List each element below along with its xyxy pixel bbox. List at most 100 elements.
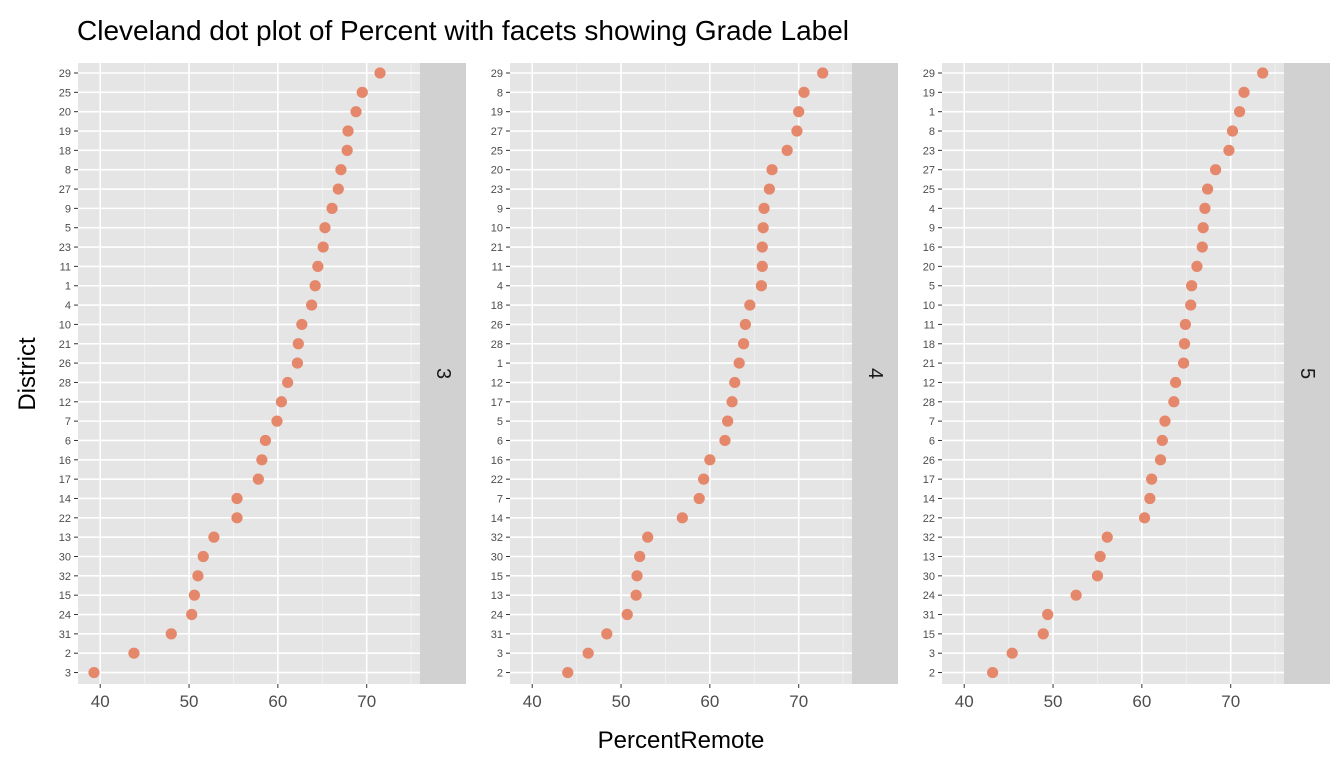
y-tick-label: 11 <box>924 319 935 331</box>
y-tick-label: 19 <box>923 87 935 99</box>
data-point <box>356 86 368 98</box>
data-point <box>582 647 594 659</box>
data-point <box>188 589 200 601</box>
y-tick-label: 24 <box>923 590 935 602</box>
data-point <box>693 492 705 505</box>
data-point <box>1196 241 1208 253</box>
data-point <box>621 608 633 621</box>
data-point <box>729 376 741 389</box>
data-point <box>756 260 768 272</box>
y-tick-label: 29 <box>59 68 71 80</box>
y-tick-label: 19 <box>491 107 503 119</box>
y-tick-label: 17 <box>923 474 935 486</box>
data-point <box>1185 299 1197 311</box>
data-point <box>739 318 752 331</box>
data-point <box>676 512 688 524</box>
y-tick-label: 26 <box>923 455 935 467</box>
facet-strip <box>1284 63 1330 684</box>
y-tick-label: 11 <box>492 261 503 273</box>
facet-strip-label: 3 <box>432 368 454 379</box>
data-point <box>704 454 716 466</box>
data-point <box>1191 260 1203 272</box>
data-point <box>291 357 304 369</box>
data-point <box>252 473 264 485</box>
y-tick-label: 27 <box>923 165 935 177</box>
facet-strip <box>420 63 466 684</box>
data-point <box>987 666 999 679</box>
data-point <box>798 86 810 98</box>
y-tick-label: 18 <box>59 145 71 157</box>
y-tick-label: 15 <box>491 571 503 583</box>
data-point <box>793 106 805 118</box>
y-tick-label: 30 <box>923 571 935 583</box>
data-point <box>186 608 198 621</box>
data-point <box>1178 357 1190 369</box>
x-tick-label: 60 <box>1132 692 1151 711</box>
y-tick-label: 31 <box>491 629 503 641</box>
y-tick-label: 32 <box>491 532 503 544</box>
data-point <box>1070 589 1082 601</box>
data-point <box>271 415 283 427</box>
y-tick-label: 14 <box>923 493 935 505</box>
data-point <box>335 164 347 176</box>
data-point <box>1179 318 1191 331</box>
data-point <box>1170 376 1182 389</box>
data-point <box>1138 512 1151 524</box>
data-point <box>744 299 756 311</box>
data-point <box>562 666 574 679</box>
data-point <box>1199 202 1211 214</box>
data-point <box>1238 86 1250 98</box>
y-tick-label: 7 <box>65 416 71 428</box>
y-tick-label: 13 <box>923 552 935 564</box>
data-point <box>758 202 770 214</box>
data-point <box>319 222 331 234</box>
y-tick-label: 10 <box>59 319 71 331</box>
data-point <box>1006 647 1018 659</box>
y-tick-label: 9 <box>65 203 71 215</box>
y-tick-label: 22 <box>59 513 71 525</box>
y-tick-label: 18 <box>491 300 503 312</box>
data-point <box>738 338 750 350</box>
data-point <box>1146 473 1158 485</box>
y-tick-label: 29 <box>923 68 935 80</box>
x-axis-title: PercentRemote <box>598 727 765 754</box>
y-tick-label: 29 <box>491 68 503 80</box>
data-point <box>722 415 734 427</box>
y-tick-label: 25 <box>491 145 503 157</box>
y-tick-label: 21 <box>59 339 71 351</box>
data-point <box>309 280 321 292</box>
y-tick-label: 17 <box>491 397 503 409</box>
y-tick-label: 22 <box>923 513 935 525</box>
data-point <box>275 396 288 408</box>
data-point <box>791 125 803 137</box>
data-point <box>1144 492 1156 505</box>
data-point <box>757 222 769 234</box>
x-tick-label: 40 <box>91 692 110 711</box>
y-tick-label: 19 <box>59 126 71 138</box>
data-point <box>1094 550 1106 563</box>
data-point <box>282 376 294 389</box>
y-tick-label: 13 <box>59 532 71 544</box>
x-tick-label: 40 <box>523 692 542 711</box>
y-tick-label: 21 <box>491 242 503 254</box>
y-tick-label: 17 <box>59 474 71 486</box>
data-point <box>88 666 100 679</box>
x-tick-label: 60 <box>700 692 719 711</box>
y-tick-label: 4 <box>497 281 503 293</box>
facet-panel-5: 40 50 60 7029191823272549162051011182112287… <box>923 63 1330 711</box>
y-tick-label: 28 <box>59 377 71 389</box>
data-point <box>726 396 738 408</box>
y-tick-label: 14 <box>491 513 503 525</box>
y-tick-label: 25 <box>59 87 71 99</box>
y-tick-label: 21 <box>923 358 935 370</box>
data-point <box>1202 183 1214 195</box>
y-tick-label: 32 <box>59 571 71 583</box>
data-point <box>1226 125 1239 137</box>
y-tick-label: 10 <box>923 300 935 312</box>
data-point <box>208 531 220 543</box>
y-tick-label: 20 <box>59 107 71 119</box>
y-tick-label: 8 <box>929 126 935 138</box>
data-point <box>766 164 778 176</box>
y-tick-label: 28 <box>491 339 503 351</box>
data-point <box>1159 415 1171 427</box>
